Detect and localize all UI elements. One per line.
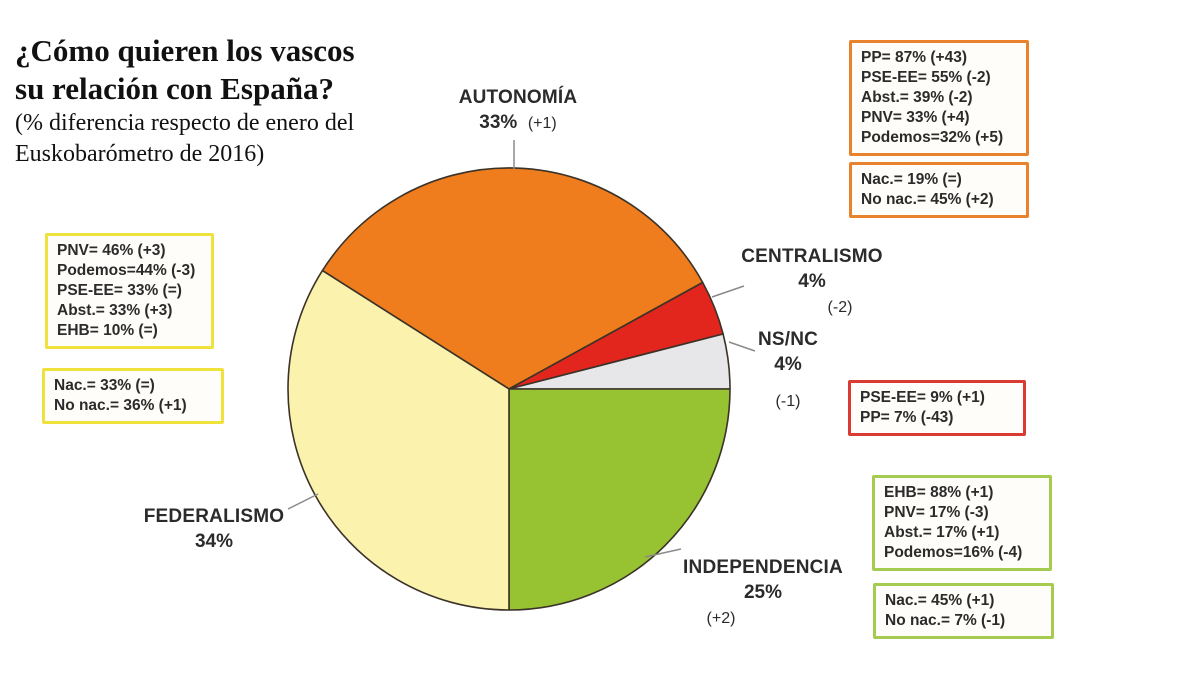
annotation-line: Podemos=44% (-3) [57, 262, 196, 279]
annotation-line: PNV= 33% (+4) [861, 109, 970, 126]
annotation-box-centralismo-parties: PSE-EE= 9% (+1) PP= 7% (-43) [848, 380, 1026, 436]
annotation-line: Abst.= 33% (+3) [57, 302, 173, 319]
annotation-line: PP= 7% (-43) [860, 409, 954, 426]
chart-title-block: ¿Cómo quieren los vascos su relación con… [15, 32, 445, 170]
chart-title-line-1: ¿Cómo quieren los vascos [15, 33, 355, 68]
annotation-line: Abst.= 39% (-2) [861, 89, 973, 106]
annotation-line: PSE-EE= 55% (-2) [861, 69, 991, 86]
annotation-line: Abst.= 17% (+1) [884, 524, 1000, 541]
slice-label-name: CENTRALISMO [741, 246, 883, 267]
slice-label-value: 25% [743, 582, 783, 603]
annotation-line: Nac.= 45% (+1) [885, 592, 995, 609]
chart-title-line-2: su relación con España? [15, 71, 334, 106]
leader-line-independencia [644, 548, 682, 558]
annotation-line: PSE-EE= 9% (+1) [860, 389, 985, 406]
annotation-line: EHB= 88% (+1) [884, 484, 994, 501]
annotation-line: Nac.= 19% (=) [861, 171, 962, 188]
annotation-line: No nac.= 45% (+2) [861, 191, 994, 208]
slice-label-diff: (+2) [706, 610, 736, 627]
slice-label-name: AUTONOMÍA [458, 87, 578, 108]
annotation-box-independencia-parties: EHB= 88% (+1) PNV= 17% (-3) Abst.= 17% (+1… [872, 475, 1052, 571]
annotation-line: No nac.= 7% (-1) [885, 612, 1006, 629]
annotation-box-autonomia-nationalism: Nac.= 19% (=) No nac.= 45% (+2) [849, 162, 1029, 218]
annotation-box-federalismo-parties: PNV= 46% (+3) Podemos=44% (-3) PSE-EE= 33%… [45, 233, 214, 349]
leader-lines-group [287, 140, 756, 558]
slice-label-name: FEDERALISMO [143, 506, 285, 527]
leader-line-nsnc [728, 341, 756, 352]
annotation-line: Podemos=32% (+5) [861, 129, 1004, 146]
annotation-box-federalismo-nationalism: Nac.= 33% (=) No nac.= 36% (+1) [42, 368, 224, 424]
annotation-line: PP= 87% (+43) [861, 49, 967, 66]
annotation-box-independencia-nationalism: Nac.= 45% (+1) No nac.= 7% (-1) [873, 583, 1054, 639]
slice-label-value: 33% (+1) [428, 110, 608, 136]
annotation-box-autonomia-parties: PP= 87% (+43) PSE-EE= 55% (-2) Abst.= 39% … [849, 40, 1029, 156]
annotation-line: PNV= 17% (-3) [884, 504, 989, 521]
leader-line-federalismo [287, 493, 319, 510]
annotation-line: No nac.= 36% (+1) [54, 397, 187, 414]
slice-label-diff: (-2) [827, 299, 853, 316]
annotation-line: PNV= 46% (+3) [57, 242, 166, 259]
slice-label-name: INDEPENDENCIA [683, 557, 843, 578]
slice-pct: 33% [479, 112, 518, 133]
slice-label-name: NS/NC [757, 329, 819, 350]
slice-label-nsnc: NS/NC 4% (-1) [747, 328, 829, 414]
pie-slice-independencia [508, 388, 731, 611]
slice-label-autonomia: AUTONOMÍA 33% (+1) [428, 86, 608, 136]
slice-label-value: 34% [194, 531, 234, 552]
chart-subtitle-line-1: (% diferencia respecto de enero del [15, 110, 355, 136]
pie-slice-autonom-a [321, 167, 704, 390]
slice-diff: (+1) [527, 115, 557, 132]
slice-label-centralismo: CENTRALISMO 4% (-2) [733, 245, 891, 320]
slice-label-federalismo: FEDERALISMO 34% [138, 505, 290, 554]
annotation-line: Nac.= 33% (=) [54, 377, 155, 394]
slice-label-value: 4% [774, 354, 802, 375]
annotation-line: EHB= 10% (=) [57, 322, 158, 339]
slice-label-diff: (-1) [775, 393, 801, 410]
chart-subtitle-line-2: Euskobarómetro de 2016) [15, 141, 265, 167]
leader-line-centralismo [711, 285, 745, 298]
annotation-line: PSE-EE= 33% (=) [57, 282, 182, 299]
pie-slices-group [287, 167, 731, 611]
annotation-line: Podemos=16% (-4) [884, 544, 1023, 561]
slice-label-value: 4% [798, 271, 826, 292]
slice-label-independencia: INDEPENDENCIA 25% (+2) [680, 556, 846, 631]
